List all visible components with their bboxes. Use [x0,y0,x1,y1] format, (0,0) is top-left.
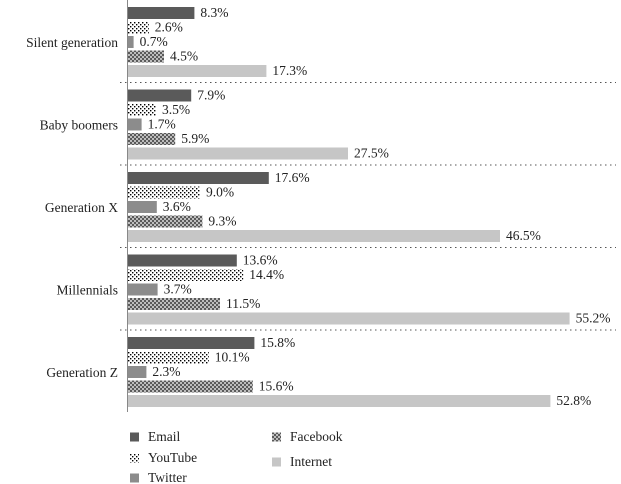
bar [128,366,147,378]
bar [128,36,134,48]
value-label: 55.2% [576,311,611,326]
value-label: 52.8% [556,393,591,408]
value-label: 2.3% [152,364,180,379]
value-label: 3.7% [164,282,192,297]
bar [128,201,157,213]
legend-swatch [272,457,281,467]
legend-label: YouTube [148,450,197,465]
value-label: 13.6% [243,253,278,268]
value-label: 0.7% [140,34,168,49]
value-label: 3.5% [162,102,190,117]
value-label: 9.3% [208,214,236,229]
bar [128,133,176,145]
value-label: 15.6% [259,379,294,394]
value-label: 14.4% [249,267,284,282]
legend-swatch [130,473,139,483]
bar [128,147,348,160]
value-label: 27.5% [354,146,389,161]
value-label: 11.5% [226,296,260,311]
bar [128,65,267,77]
value-label: 4.5% [170,49,198,64]
bar [128,230,500,242]
value-label: 46.5% [506,228,541,243]
legend-label: Twitter [148,470,187,484]
bar [128,186,200,199]
bar [128,21,149,34]
value-label: 9.0% [206,185,234,200]
bar [128,395,551,407]
bar [128,254,237,267]
bar [128,50,164,63]
value-label: 1.7% [148,117,176,132]
legend-label: Internet [290,454,332,469]
category-label: Generation Z [46,365,118,380]
legend-label: Email [148,429,180,444]
bar [128,118,142,131]
value-label: 15.8% [260,335,295,350]
bar [128,283,158,296]
value-label: 5.9% [181,131,209,146]
value-label: 7.9% [197,88,225,103]
category-label: Generation X [45,200,118,215]
bar [128,215,203,228]
legend-swatch [130,453,139,463]
bar [128,380,253,393]
value-label: 10.1% [215,350,250,365]
bar [128,298,220,310]
bar [128,337,255,349]
bar [128,269,244,281]
bar [128,351,209,364]
bar [128,312,570,325]
category-label: Silent generation [26,35,118,50]
value-label: 2.6% [155,20,183,35]
value-label: 8.3% [200,5,228,20]
legend-swatch [130,432,139,442]
category-label: Millennials [57,283,119,298]
bar [128,104,156,116]
legend-swatch [272,432,281,442]
legend-label: Facebook [290,429,343,444]
category-label: Baby boomers [40,118,118,133]
bar [128,7,195,19]
bar [128,89,192,102]
bar [128,172,269,184]
value-label: 17.6% [275,170,310,185]
value-label: 3.6% [163,199,191,214]
value-label: 17.3% [272,63,307,78]
